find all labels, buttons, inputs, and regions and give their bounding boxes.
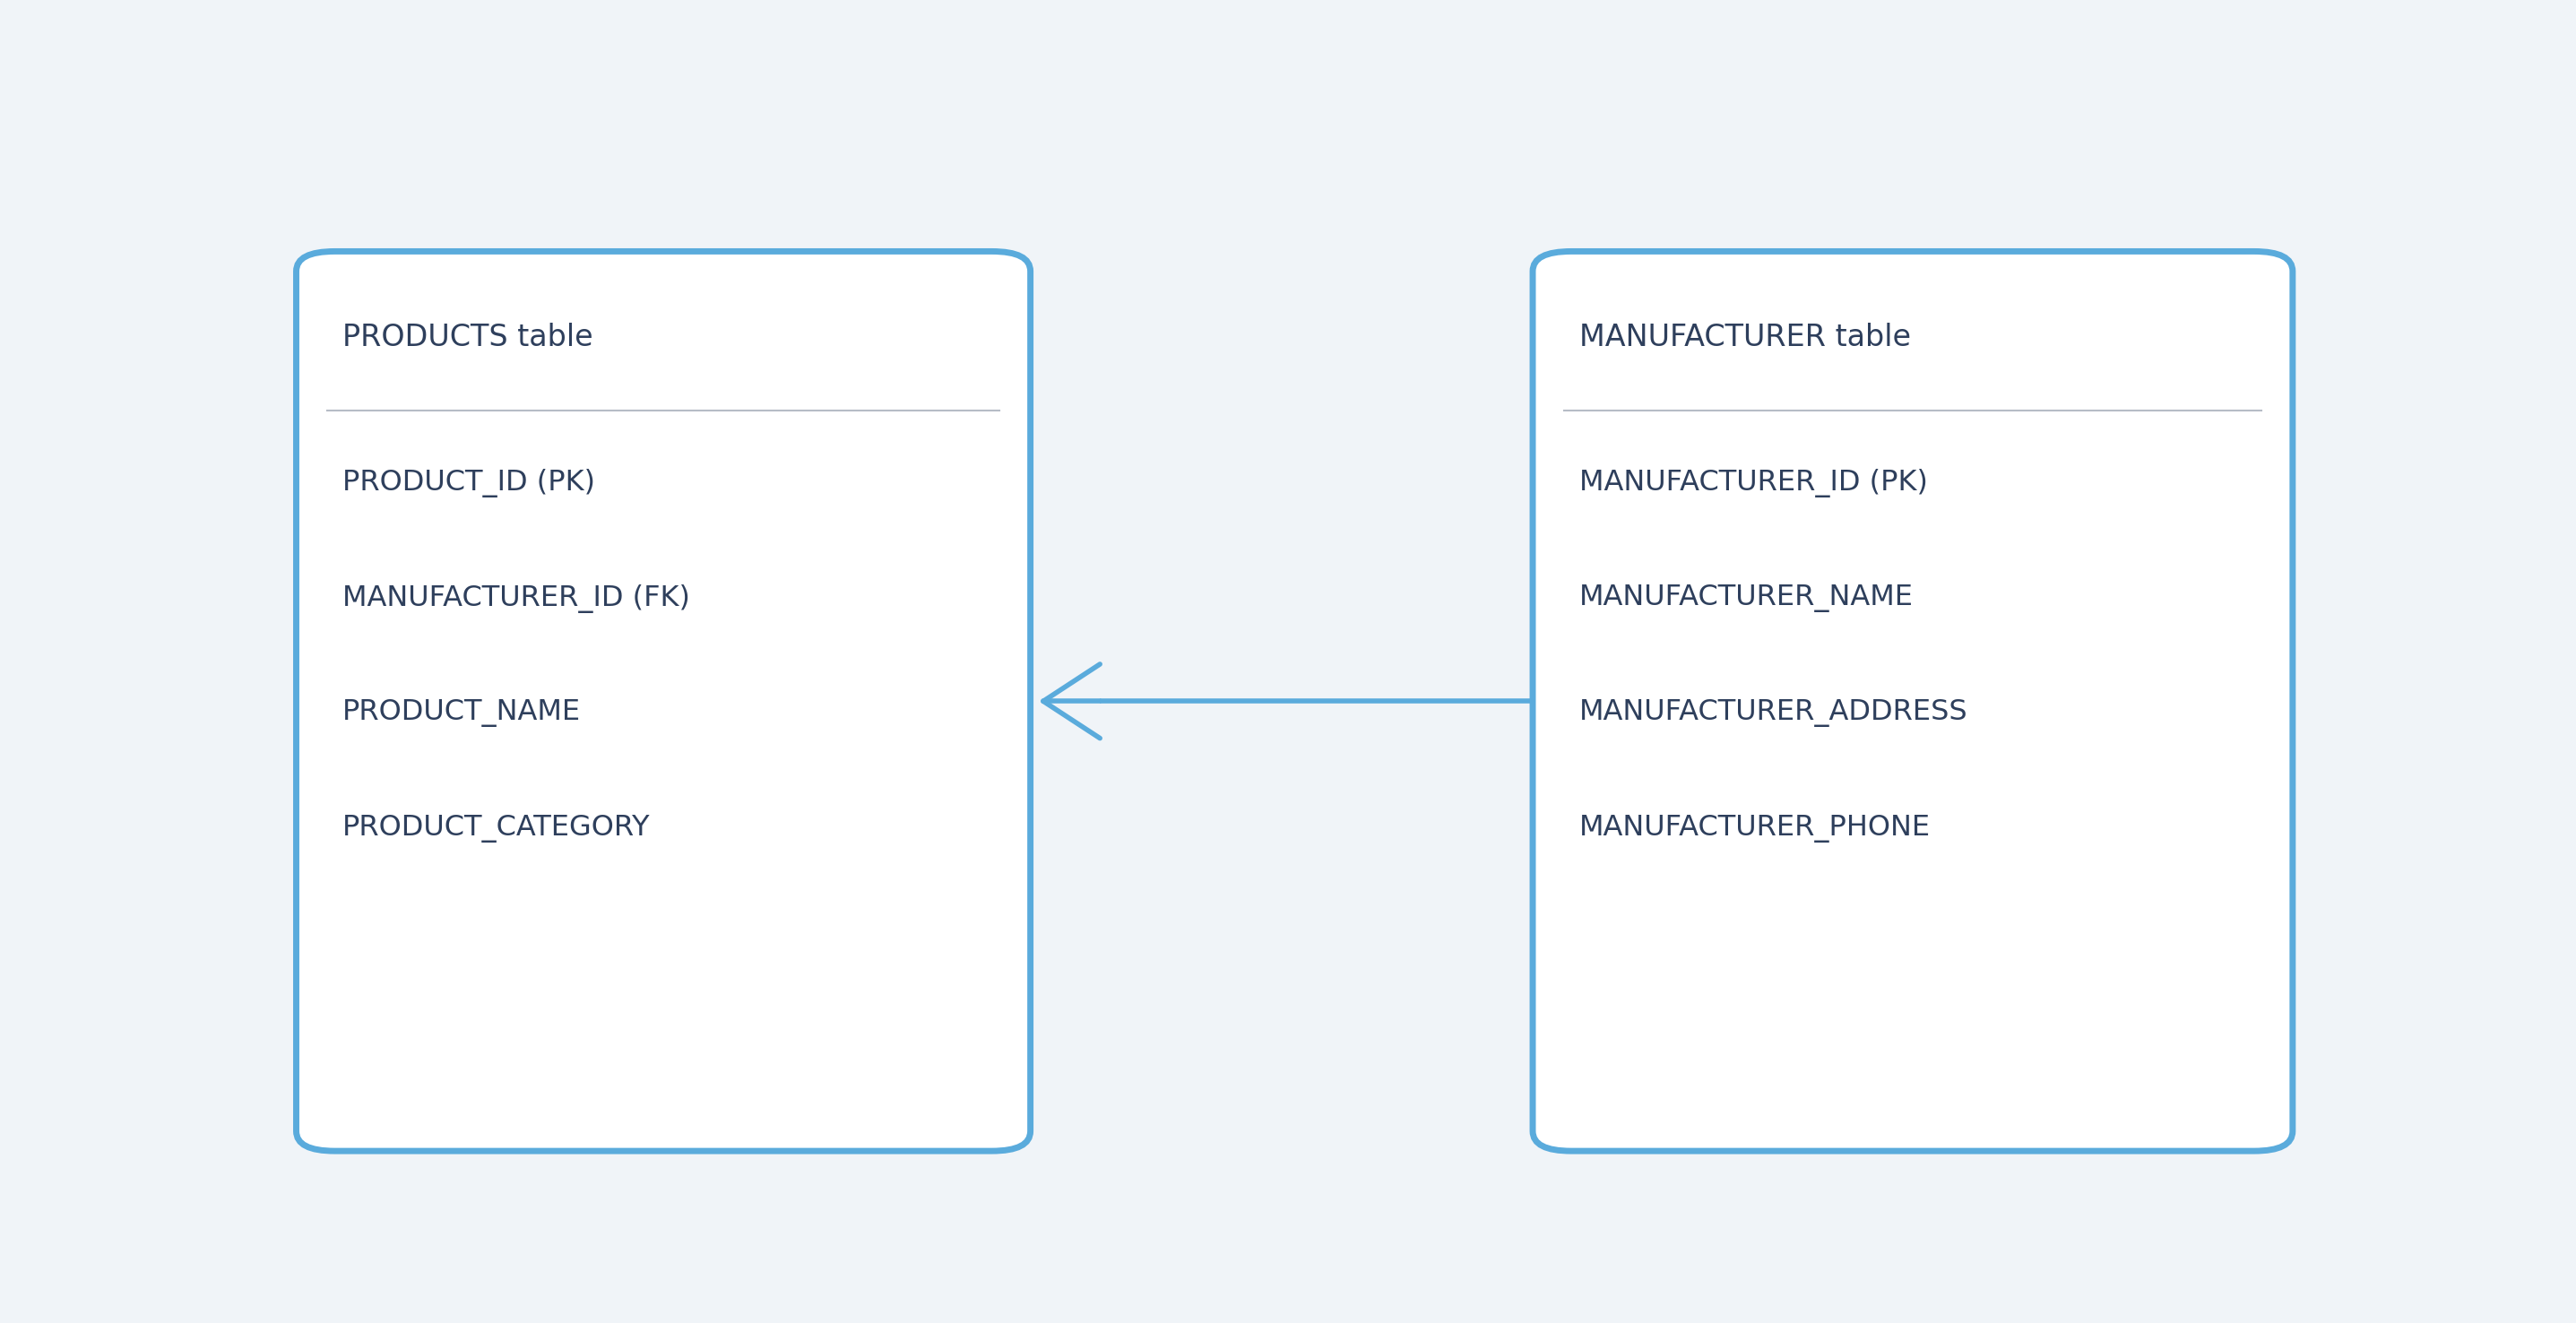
Text: MANUFACTURER_ID (FK): MANUFACTURER_ID (FK) xyxy=(343,583,690,613)
Text: MANUFACTURER table: MANUFACTURER table xyxy=(1579,323,1911,352)
Text: MANUFACTURER_ADDRESS: MANUFACTURER_ADDRESS xyxy=(1579,700,1968,728)
Text: PRODUCT_NAME: PRODUCT_NAME xyxy=(343,700,582,728)
FancyBboxPatch shape xyxy=(296,251,1030,1151)
FancyBboxPatch shape xyxy=(1533,251,2293,1151)
Text: MANUFACTURER_PHONE: MANUFACTURER_PHONE xyxy=(1579,815,1929,843)
Text: PRODUCT_ID (PK): PRODUCT_ID (PK) xyxy=(343,468,595,497)
Text: PRODUCTS table: PRODUCTS table xyxy=(343,323,592,352)
Text: MANUFACTURER_ID (PK): MANUFACTURER_ID (PK) xyxy=(1579,468,1927,497)
Text: PRODUCT_CATEGORY: PRODUCT_CATEGORY xyxy=(343,815,652,843)
Text: MANUFACTURER_NAME: MANUFACTURER_NAME xyxy=(1579,585,1914,613)
